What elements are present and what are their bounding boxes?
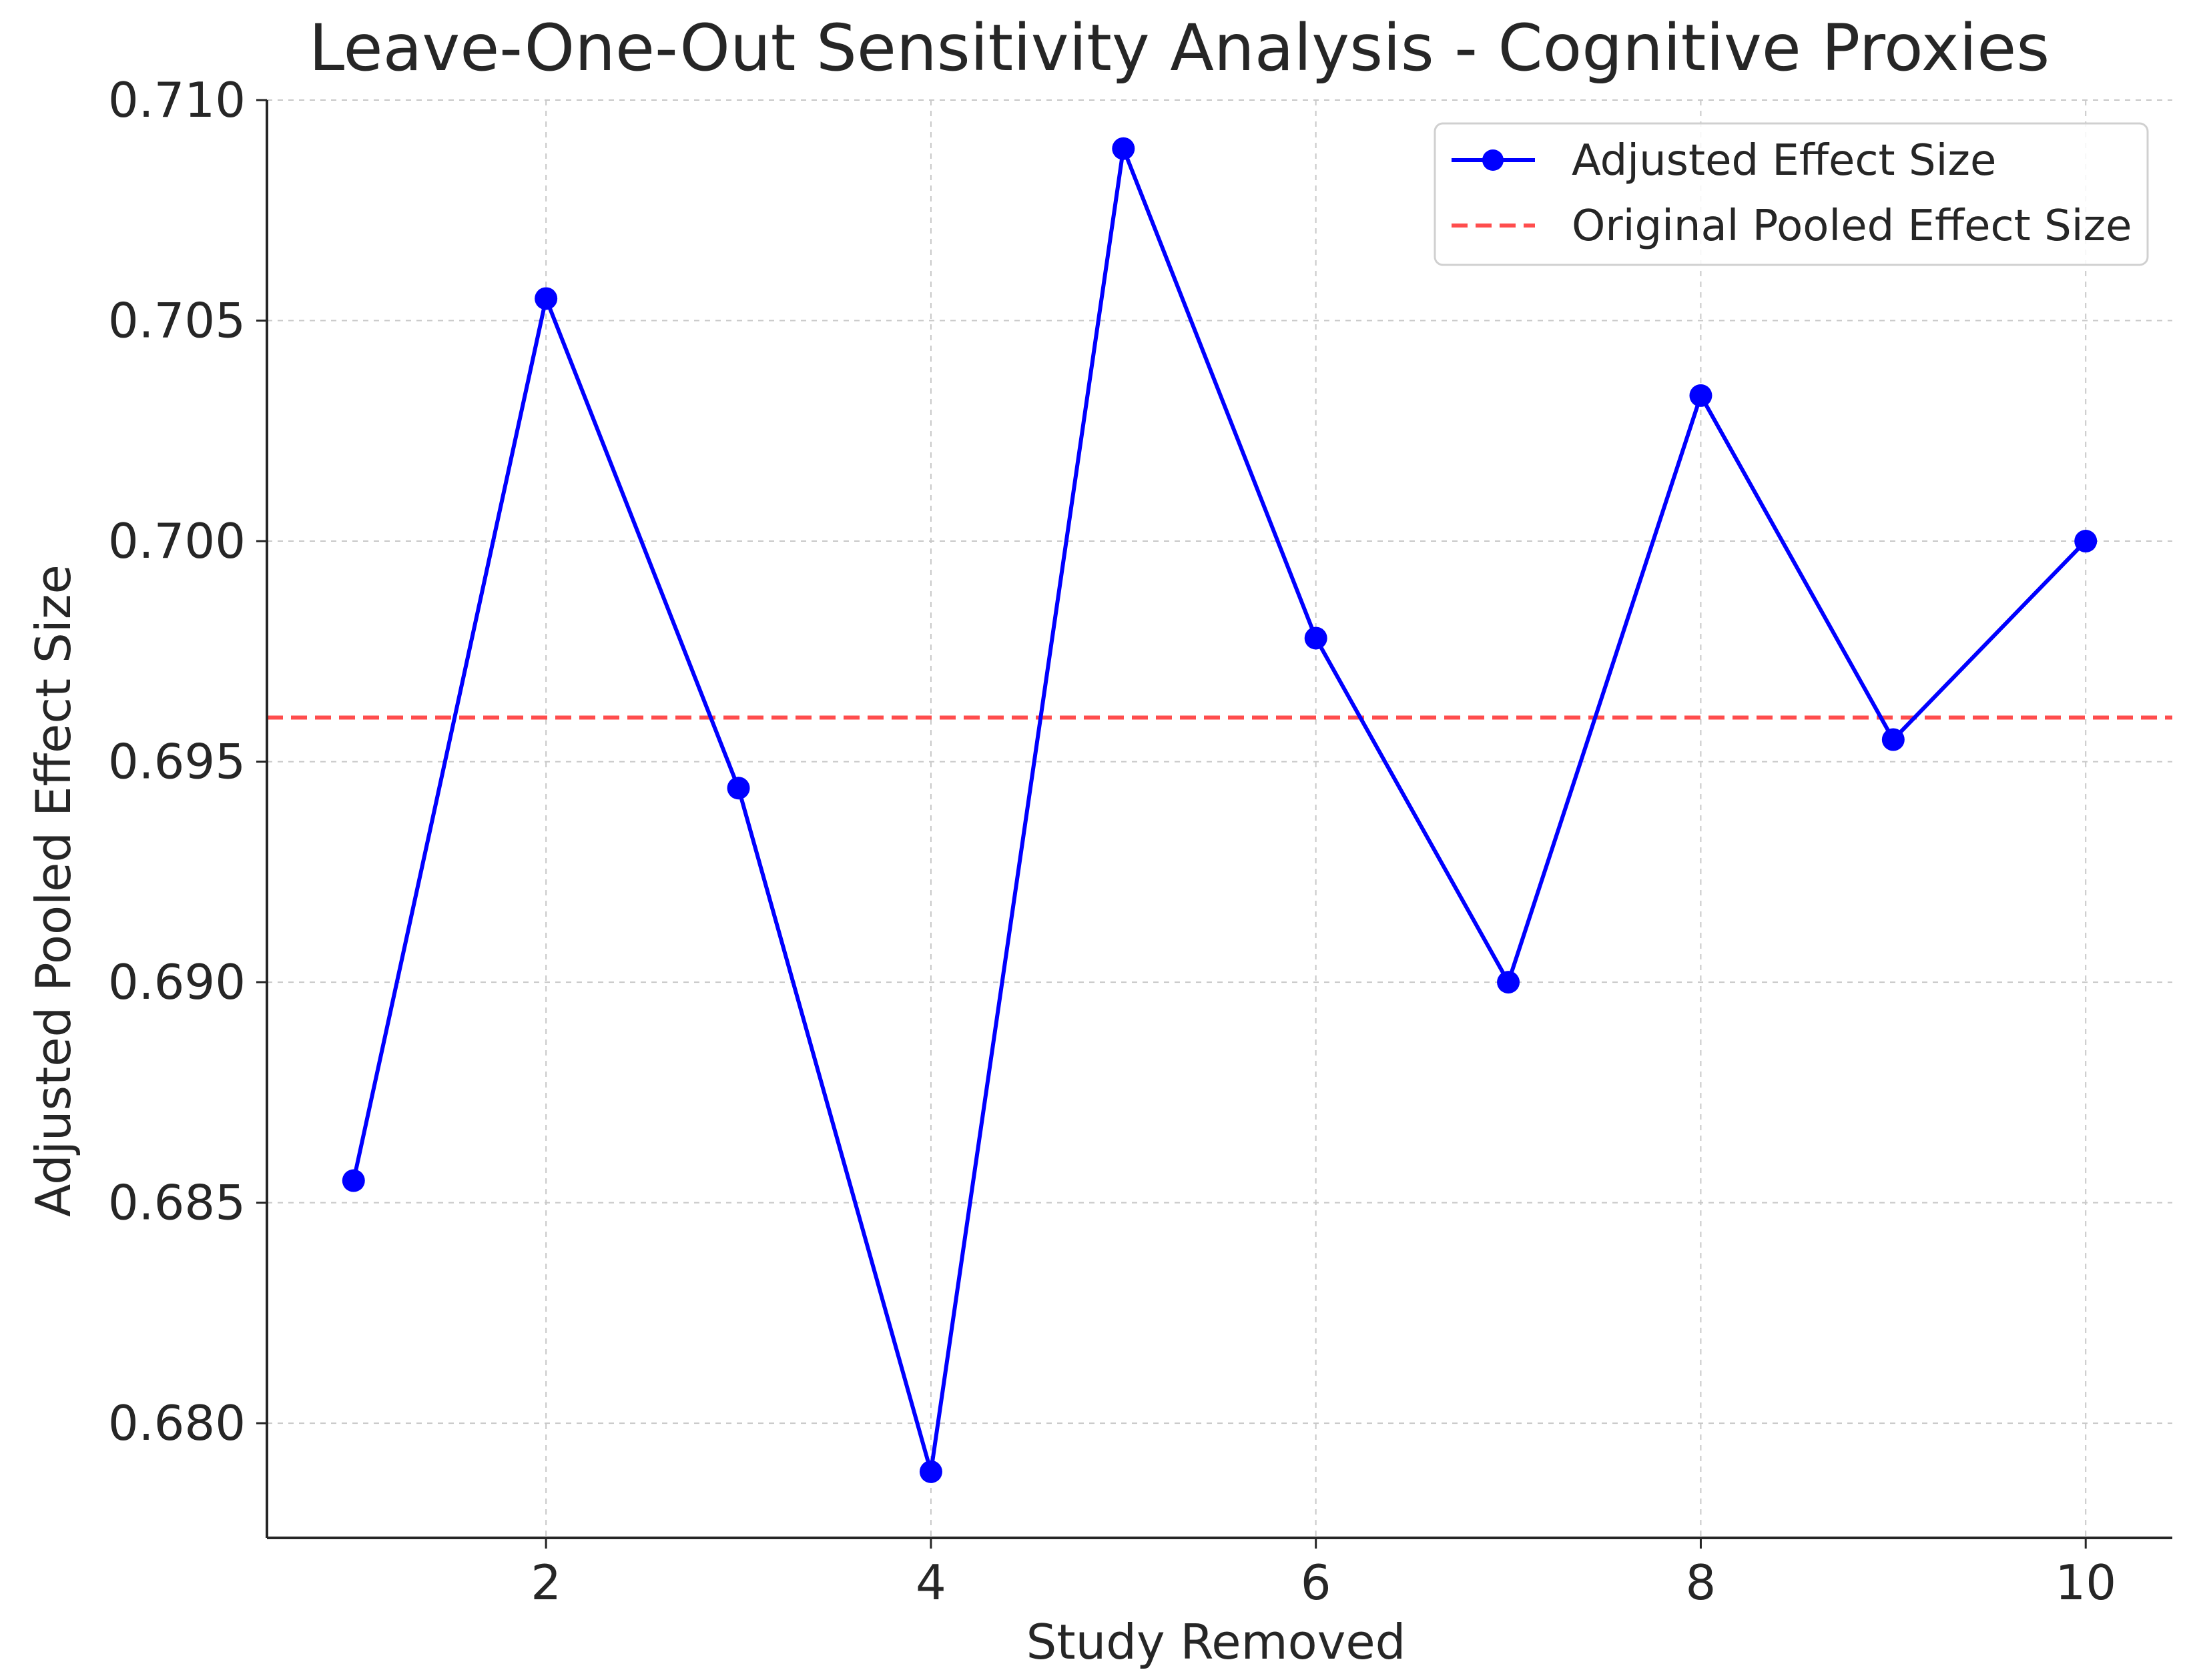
data-point <box>1881 728 1905 751</box>
data-point <box>727 777 750 800</box>
y-tick-label: 0.710 <box>108 72 246 128</box>
data-point <box>1304 626 1327 650</box>
data-point <box>535 287 558 310</box>
data-point <box>1497 971 1520 994</box>
axes <box>256 99 2172 1549</box>
x-tick-label: 8 <box>1686 1555 1716 1611</box>
legend: Adjusted Effect Size Original Pooled Eff… <box>1434 122 2149 266</box>
data-point <box>1112 137 1135 160</box>
x-tick-label: 2 <box>531 1555 561 1611</box>
data-point <box>1689 384 1712 407</box>
x-tick-label: 10 <box>2055 1555 2116 1611</box>
series-layer <box>342 137 2098 1483</box>
y-tick-label: 0.685 <box>108 1175 246 1231</box>
legend-marker-adjusted-effect-size <box>1482 149 1504 171</box>
series-line-adjusted-effect-size <box>351 146 2088 1474</box>
y-axis-label: Adjusted Pooled Effect Size <box>25 564 81 1217</box>
y-tick-label: 0.700 <box>108 513 246 569</box>
y-tick-label: 0.680 <box>108 1395 246 1451</box>
x-tick-label: 6 <box>1301 1555 1331 1611</box>
data-point <box>342 1169 365 1192</box>
legend-label-adjusted-effect-size: Adjusted Effect Size <box>1572 136 1996 185</box>
x-tick-label: 4 <box>916 1555 946 1611</box>
y-tick-label: 0.690 <box>108 954 246 1010</box>
legend-label-original-pooled-effect-size: Original Pooled Effect Size <box>1572 201 2132 251</box>
chart-title: Leave-One-Out Sensitivity Analysis - Cog… <box>309 11 2050 85</box>
grid-lines <box>267 99 2172 1538</box>
y-tick-label: 0.695 <box>108 734 246 790</box>
tick-labels: 2 4 6 8 10 0.680 0.685 0.690 0.695 0.700 0.705 0.71… <box>108 72 2116 1611</box>
data-point <box>919 1460 942 1483</box>
x-axis-label: Study Removed <box>1026 1614 1406 1670</box>
data-point <box>2074 530 2098 553</box>
legend-box <box>1434 122 2149 266</box>
y-tick-label: 0.705 <box>108 293 246 349</box>
